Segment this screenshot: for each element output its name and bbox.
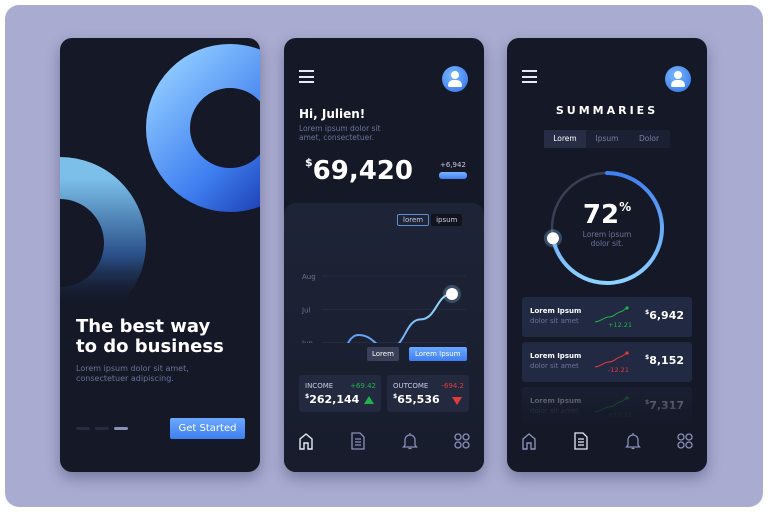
- bottom-nav: [521, 432, 693, 450]
- headline: The best way: [76, 316, 211, 337]
- tab-ipsum[interactable]: Ipsum: [595, 134, 619, 143]
- outcome-change: -694.2: [441, 382, 464, 390]
- line-chart: MayJunJulAug: [301, 273, 466, 343]
- data-point-handle[interactable]: [446, 288, 458, 300]
- sparkline: [594, 351, 629, 368]
- income-label: INCOME: [305, 382, 334, 390]
- outcome-value: $65,536: [393, 393, 440, 406]
- menu-icon[interactable]: [299, 70, 314, 83]
- summary-item[interactable]: Lorem Ipsum dolor sit amet -12.21 $8,152: [522, 342, 692, 382]
- summaries-screen: SUMMARIES Lorem Ipsum Dolor 72% Lorem ip…: [507, 38, 707, 472]
- bell-icon[interactable]: [625, 432, 641, 450]
- document-icon[interactable]: [573, 432, 589, 450]
- balance: $69,420: [305, 156, 413, 186]
- income-value: $262,144: [305, 393, 360, 406]
- income-change: +69.42: [350, 382, 376, 390]
- greeting: Hi, Julien!: [299, 107, 366, 121]
- tab-lorem[interactable]: Lorem: [544, 130, 586, 148]
- gauge-percent: 72%: [582, 200, 632, 230]
- item-change: -12.21: [608, 366, 629, 374]
- gauge-caption: dolor sit.: [590, 239, 624, 248]
- subtitle: consectetuer adipiscing.: [76, 374, 174, 383]
- item-subtitle: dolor sit amet: [530, 362, 579, 370]
- outcome-card: OUTCOME -694.2 $65,536: [387, 375, 469, 412]
- avatar[interactable]: [442, 66, 468, 92]
- balance-change: +6,942: [440, 161, 466, 169]
- fade-overlay: [507, 388, 707, 428]
- decorative-rings: [60, 44, 260, 318]
- get-started-button[interactable]: Get Started: [170, 418, 245, 439]
- chart-button-lorem[interactable]: Lorem: [367, 347, 399, 361]
- chart-button-lorem-ipsum[interactable]: Lorem Ipsum: [409, 347, 467, 361]
- dashboard-screen: Hi, Julien! Lorem ipsum dolor sit amet, …: [284, 38, 484, 472]
- tab-dolor[interactable]: Dolor: [638, 134, 660, 143]
- apps-icon[interactable]: [454, 432, 470, 450]
- summary-item[interactable]: Lorem Ipsum dolor sit amet +12.21 $6,942: [522, 297, 692, 337]
- series-line: [347, 293, 453, 343]
- gauge-handle[interactable]: [546, 232, 559, 245]
- gauge-progress-arc: [550, 171, 664, 285]
- avatar[interactable]: [665, 66, 691, 92]
- bottom-nav: [298, 432, 470, 450]
- chart-panel: [284, 203, 484, 472]
- change-bar: [439, 172, 467, 179]
- progress-gauge: [543, 171, 664, 285]
- sparkline: [594, 306, 629, 323]
- home-icon[interactable]: [298, 432, 314, 450]
- apps-icon[interactable]: [677, 432, 693, 450]
- income-card: INCOME +69.42 $262,144: [299, 375, 381, 412]
- toggle-ipsum[interactable]: ipsum: [431, 214, 463, 226]
- item-subtitle: dolor sit amet: [530, 317, 579, 325]
- toggle-lorem[interactable]: lorem: [397, 214, 430, 226]
- subtitle: Lorem ipsum dolor sit amet,: [76, 364, 189, 373]
- menu-icon[interactable]: [522, 70, 537, 83]
- y-tick-label: Jul: [301, 306, 311, 314]
- tabs: Lorem Ipsum Dolor: [544, 130, 670, 148]
- subtitle: amet, consectetuer.: [299, 133, 374, 142]
- pagination-dots[interactable]: [76, 427, 128, 430]
- arrow-up-icon: [364, 396, 374, 404]
- document-icon[interactable]: [350, 432, 366, 450]
- item-value: $6,942: [645, 309, 684, 322]
- headline: to do business: [76, 336, 224, 357]
- bell-icon[interactable]: [402, 432, 418, 450]
- item-value: $8,152: [645, 354, 684, 367]
- item-title: Lorem Ipsum: [530, 352, 582, 360]
- item-title: Lorem Ipsum: [530, 307, 582, 315]
- page-title: SUMMARIES: [555, 104, 659, 117]
- arrow-down-icon: [452, 397, 462, 405]
- home-icon[interactable]: [521, 432, 537, 450]
- onboarding-screen: The best way to do business Lorem ipsum …: [60, 38, 260, 472]
- y-tick-label: Aug: [302, 273, 316, 281]
- gauge-caption: Lorem ipsum: [582, 230, 632, 239]
- subtitle: Lorem ipsum dolor sit: [299, 124, 381, 133]
- outcome-label: OUTCOME: [393, 382, 429, 390]
- y-tick-label: Jun: [301, 340, 313, 343]
- item-change: +12.21: [608, 321, 633, 329]
